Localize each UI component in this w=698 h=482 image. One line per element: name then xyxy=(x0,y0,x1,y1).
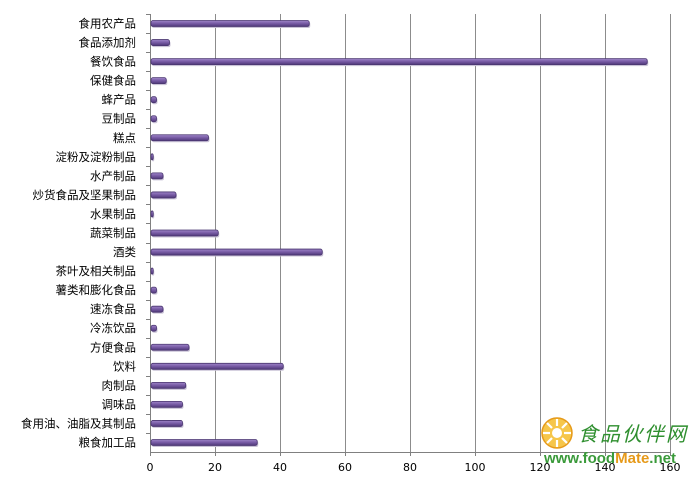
x-tick-label: 60 xyxy=(338,461,352,474)
category-label: 糕点 xyxy=(113,131,136,145)
category-label: 粮食加工品 xyxy=(79,435,137,449)
bar xyxy=(150,58,648,66)
category-label: 调味品 xyxy=(102,397,137,411)
bar xyxy=(150,134,209,142)
category-label: 茶叶及相关制品 xyxy=(56,264,137,278)
bar xyxy=(150,362,284,370)
x-tick-label: 40 xyxy=(273,461,287,474)
bar xyxy=(150,77,167,85)
bars xyxy=(150,20,649,447)
category-label: 保健食品 xyxy=(90,74,136,88)
category-label: 食用农产品 xyxy=(79,17,137,31)
axes xyxy=(146,14,671,456)
foodmate-logo-icon xyxy=(541,417,573,449)
bar xyxy=(150,96,157,104)
bar xyxy=(150,286,157,294)
watermark-url-suffix: .net xyxy=(649,450,676,467)
category-label: 酒类 xyxy=(113,245,136,259)
category-label: 方便食品 xyxy=(90,340,136,354)
x-tick-label: 120 xyxy=(530,461,551,474)
bar xyxy=(150,210,154,218)
x-tick-label: 20 xyxy=(208,461,222,474)
category-label: 餐饮食品 xyxy=(90,55,136,69)
category-label: 饮料 xyxy=(113,359,136,373)
category-labels: 食用农产品食品添加剂餐饮食品保健食品蜂产品豆制品糕点淀粉及淀粉制品水产制品炒货食… xyxy=(21,17,136,450)
category-label: 豆制品 xyxy=(102,112,137,126)
x-tick-label: 160 xyxy=(660,461,681,474)
watermark-url-mid: Mate xyxy=(615,450,650,467)
category-label: 食品添加剂 xyxy=(79,36,137,50)
watermark: 食品伙伴网 www.foodMate.net xyxy=(538,414,698,480)
bar xyxy=(150,324,157,332)
category-label: 水产制品 xyxy=(90,169,136,183)
bar xyxy=(150,381,187,389)
watermark-url-prefix: www.food xyxy=(544,450,616,467)
watermark-cn-text: 食品伙伴网 xyxy=(578,422,688,446)
category-label: 炒货食品及坚果制品 xyxy=(33,188,137,202)
x-tick-label: 140 xyxy=(595,461,616,474)
category-label: 冷冻饮品 xyxy=(90,321,136,335)
bar xyxy=(150,39,170,46)
x-tick-label: 0 xyxy=(147,461,154,474)
bar xyxy=(150,248,323,256)
bar xyxy=(150,20,310,27)
category-label: 食用油、油脂及其制品 xyxy=(21,416,136,430)
bar xyxy=(150,115,157,123)
bar xyxy=(150,305,164,313)
tick-labels: 0 20 40 60 80 100 120 140 160 xyxy=(147,461,681,474)
gridlines xyxy=(215,14,671,452)
watermark-url: www.foodMate.net xyxy=(544,450,676,467)
x-tick-label: 80 xyxy=(403,461,417,474)
x-tick-label: 100 xyxy=(465,461,486,474)
bar xyxy=(150,267,154,275)
category-label: 蔬菜制品 xyxy=(90,226,136,240)
bar xyxy=(150,400,183,408)
bar xyxy=(150,439,258,446)
bar xyxy=(150,229,219,237)
bar xyxy=(150,153,154,161)
bar xyxy=(150,420,183,427)
category-label: 肉制品 xyxy=(102,378,137,392)
category-label: 淀粉及淀粉制品 xyxy=(56,150,137,164)
category-label: 薯类和膨化食品 xyxy=(56,283,137,297)
category-label: 蜂产品 xyxy=(102,93,137,107)
category-label: 速冻食品 xyxy=(90,302,136,316)
bar xyxy=(150,172,164,180)
bar xyxy=(150,191,177,199)
bar xyxy=(150,343,190,351)
category-label: 水果制品 xyxy=(90,207,136,221)
